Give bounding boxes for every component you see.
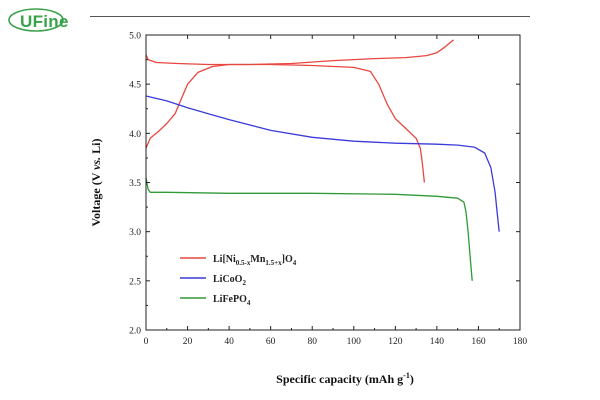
chart-axes: 0 20 40 60 80 100 120 140 160 180 2.0 2.5 3.0 3.5 4.0 4… bbox=[129, 32, 527, 348]
legend-text-part: 4 bbox=[293, 259, 297, 267]
x-tick-label: 180 bbox=[513, 337, 528, 347]
y-axis-label-part: vs. bbox=[89, 157, 103, 170]
x-tick-label: 0 bbox=[144, 337, 149, 347]
y-tick-label: 3.5 bbox=[129, 179, 141, 189]
series-2-discharge-line bbox=[145, 177, 473, 281]
legend-text-part: 4 bbox=[247, 299, 251, 307]
y-tick-label: 4.5 bbox=[129, 81, 141, 91]
plot-frame bbox=[145, 34, 521, 331]
legend-text-part: 0.5-x bbox=[236, 259, 251, 267]
legend-text-part: 1.5+x bbox=[265, 259, 282, 267]
y-tick-label: 2.0 bbox=[129, 327, 141, 337]
brand-logo-text: UFine bbox=[20, 12, 69, 31]
legend-text-part: ]O bbox=[282, 254, 293, 265]
logo-swoosh-icon bbox=[8, 8, 64, 32]
x-axis-label: Specific capacity (mAh g-1) bbox=[276, 371, 414, 386]
x-tick-label: 100 bbox=[347, 337, 362, 347]
x-tick-label: 120 bbox=[388, 337, 403, 347]
legend-entry: Li[Ni0.5-xMn1.5+x]O4 bbox=[213, 254, 297, 267]
y-axis-label-part: Voltage (V bbox=[89, 170, 103, 227]
x-tick-label: 140 bbox=[430, 337, 445, 347]
y-tick-label: 4.0 bbox=[129, 130, 141, 140]
legend-text-part: Li[Ni bbox=[213, 254, 236, 265]
legend-text-part: LiCoO bbox=[213, 274, 243, 285]
series-0-charge-line bbox=[145, 39, 454, 66]
chart-series-group bbox=[145, 39, 500, 281]
series-0-discharge-line bbox=[145, 63, 426, 183]
series-1-discharge-line bbox=[145, 95, 500, 232]
x-tick-label: 20 bbox=[183, 337, 193, 347]
x-tick-label: 40 bbox=[224, 337, 234, 347]
legend-text-part: 2 bbox=[242, 279, 246, 287]
header-divider bbox=[90, 16, 530, 17]
legend-entry: LiCoO2 bbox=[213, 274, 246, 287]
x-tick-label: 80 bbox=[307, 337, 317, 347]
y-axis-label-part: Li) bbox=[89, 138, 103, 156]
x-tick-label: 160 bbox=[471, 337, 486, 347]
legend-text-part: Mn bbox=[250, 254, 265, 265]
x-axis-label-part: -1 bbox=[403, 371, 410, 380]
y-tick-label: 3.0 bbox=[129, 228, 141, 238]
y-tick-label: 2.5 bbox=[129, 277, 141, 287]
brand-logo: UFine bbox=[6, 6, 76, 32]
legend-text-part: LiFePO bbox=[213, 294, 247, 305]
x-tick-label: 60 bbox=[266, 337, 276, 347]
x-axis-label-part: ) bbox=[410, 372, 414, 386]
x-axis-label-part: Specific capacity (mAh g bbox=[276, 372, 403, 386]
y-axis-label: Voltage (V vs. Li) bbox=[89, 138, 103, 226]
y-tick-label: 5.0 bbox=[129, 32, 141, 42]
legend-entry: LiFePO4 bbox=[213, 294, 251, 307]
